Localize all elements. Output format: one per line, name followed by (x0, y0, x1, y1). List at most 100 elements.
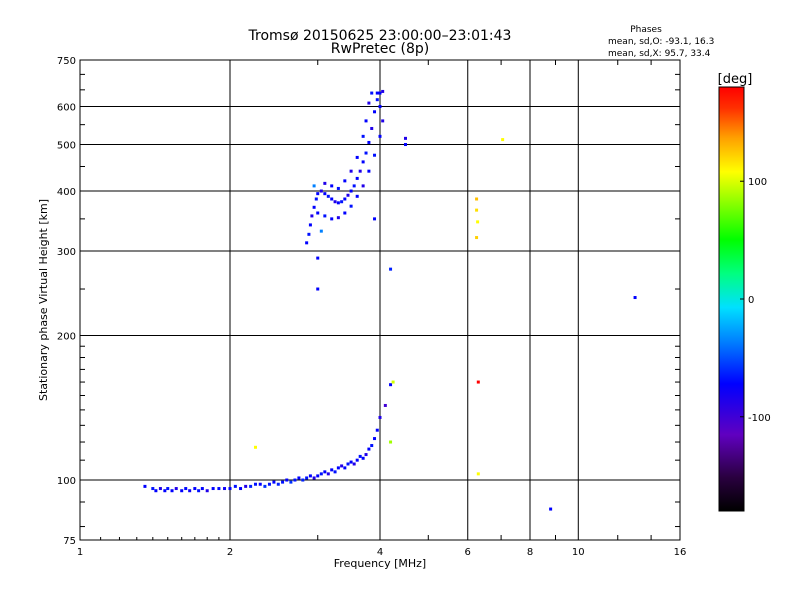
data-point (285, 478, 289, 482)
data-point (378, 415, 382, 419)
data-point (367, 140, 371, 144)
data-point (323, 214, 327, 218)
y-tick-label: 100 (57, 476, 76, 487)
data-point (383, 403, 387, 407)
data-point (330, 217, 334, 221)
data-point (312, 476, 316, 480)
y-tick-label: 200 (57, 332, 76, 343)
data-point (349, 189, 353, 193)
data-point (475, 197, 479, 201)
data-point (281, 480, 285, 484)
data-point (633, 296, 637, 300)
data-point (293, 478, 297, 482)
data-point (316, 474, 320, 478)
data-point (549, 507, 553, 511)
data-point (323, 181, 327, 185)
y-tick-label: 400 (57, 187, 76, 198)
data-point (249, 484, 253, 488)
data-point (375, 91, 379, 95)
data-point (364, 151, 368, 155)
data-point (163, 489, 167, 493)
data-point (316, 256, 320, 260)
data-point (312, 205, 316, 209)
data-point (166, 487, 170, 491)
y-tick-label: 300 (57, 247, 76, 258)
data-point (319, 229, 323, 233)
data-point (355, 176, 359, 180)
data-point (355, 458, 359, 462)
y-axis-label: Stationary phase Virtual Height [km] (37, 199, 50, 401)
data-point (197, 489, 201, 493)
data-point (370, 126, 374, 130)
data-point (361, 134, 365, 138)
x-tick-label: 1 (77, 547, 83, 558)
data-point (316, 287, 320, 291)
y-tick-label: 75 (63, 536, 76, 547)
data-point (170, 489, 174, 493)
colorbar-ticks: 100 0 -100 (740, 177, 771, 424)
x-axis-ticks: 1 2 4 6 8 10 16 (77, 60, 686, 558)
data-point (336, 186, 340, 190)
data-point (475, 208, 479, 212)
data-point (403, 143, 407, 147)
data-point (389, 440, 393, 444)
colorbar-tick-label: 100 (748, 177, 767, 188)
data-point (316, 192, 320, 196)
data-point (373, 437, 377, 441)
data-point (228, 487, 232, 491)
data-point (361, 160, 365, 164)
data-point (312, 184, 316, 188)
data-point (343, 211, 347, 215)
data-point (391, 380, 395, 384)
x-tick-label: 8 (527, 547, 533, 558)
data-point (349, 460, 353, 464)
data-point (330, 184, 334, 188)
data-point (184, 487, 188, 491)
data-point (289, 480, 293, 484)
colorbar (718, 86, 745, 512)
data-point (381, 119, 385, 123)
data-point (476, 380, 480, 384)
data-point (143, 484, 147, 488)
x-tick-label: 2 (227, 547, 233, 558)
data-point (333, 470, 337, 474)
data-point (151, 487, 155, 491)
data-point (326, 194, 330, 198)
data-point (305, 241, 309, 245)
data-point (343, 197, 347, 201)
data-point (301, 478, 305, 482)
data-point (349, 204, 353, 208)
data-point (358, 454, 362, 458)
data-point (373, 217, 377, 221)
colorbar-label: [deg] (718, 72, 753, 87)
data-point (375, 428, 379, 432)
data-point (352, 184, 356, 188)
chart-subtitle: RwPretec (8p) (331, 41, 429, 57)
data-point (316, 211, 320, 215)
data-point (310, 214, 314, 218)
data-point (188, 489, 192, 493)
data-point (475, 236, 479, 240)
data-point (355, 194, 359, 198)
data-point (253, 445, 257, 449)
data-point (319, 472, 323, 476)
data-point (358, 169, 362, 173)
data-points (143, 89, 637, 511)
data-point (370, 91, 374, 95)
colorbar-tick-label: 0 (748, 295, 754, 306)
data-point (367, 169, 371, 173)
data-point (174, 487, 178, 491)
data-point (258, 482, 262, 486)
data-point (193, 487, 197, 491)
data-point (200, 487, 204, 491)
data-point (205, 489, 209, 493)
data-point (308, 474, 312, 478)
data-point (370, 444, 374, 448)
data-point (361, 456, 365, 460)
data-point (340, 200, 344, 204)
data-point (233, 484, 237, 488)
data-point (476, 472, 480, 476)
x-tick-label: 6 (465, 547, 471, 558)
data-point (378, 91, 382, 95)
